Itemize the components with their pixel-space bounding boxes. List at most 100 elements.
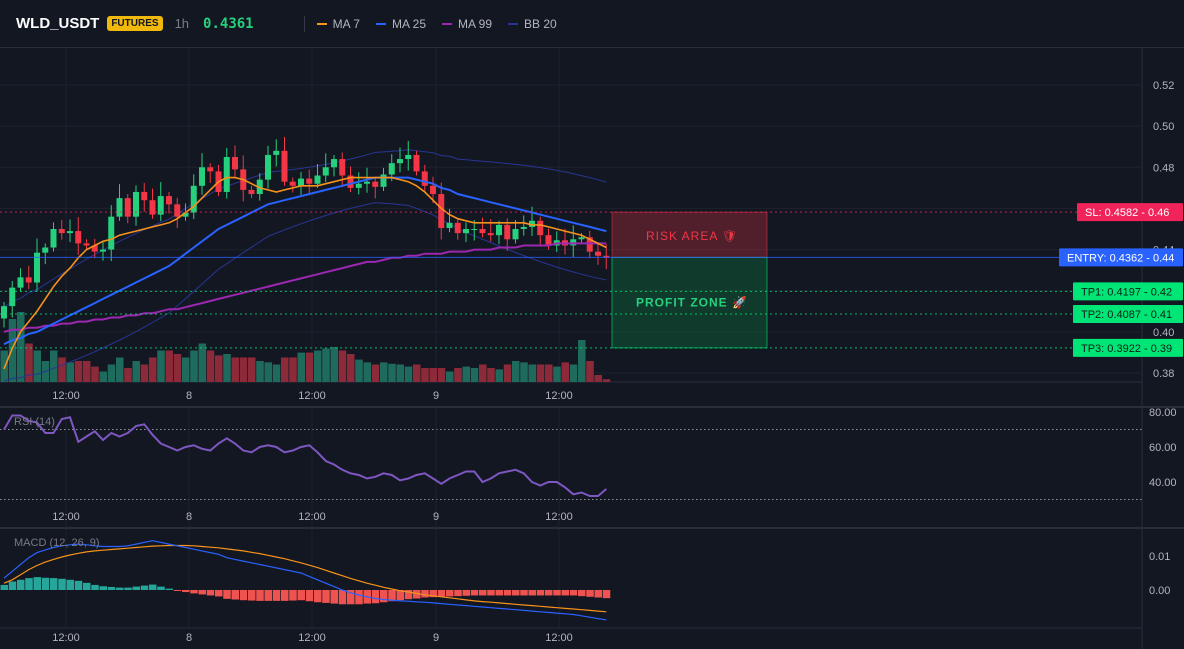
volume-bar: [149, 357, 157, 382]
candle-body: [248, 189, 255, 195]
macd-histogram-bar: [50, 578, 58, 590]
candle-body: [504, 224, 511, 240]
volume-bar: [487, 368, 495, 382]
macd-histogram-bar: [553, 590, 561, 596]
candle-body: [512, 229, 519, 240]
volume-bar: [206, 350, 215, 382]
macd-tick-label: 0.00: [1149, 585, 1170, 597]
macd-histogram-bar: [215, 590, 223, 597]
candle-body: [166, 196, 172, 205]
macd-histogram-bar: [371, 590, 380, 604]
macd-histogram-bar: [347, 590, 355, 605]
volume-bar: [380, 362, 388, 382]
candle-body: [199, 167, 205, 186]
legend-bb20[interactable]: BB 20: [508, 17, 557, 31]
rsi-tick-label: 80.00: [1149, 407, 1177, 419]
macd-histogram-bar: [173, 590, 182, 591]
rsi-time-label: 12:00: [52, 511, 80, 523]
candle-body: [190, 185, 197, 213]
candle-body: [34, 252, 40, 283]
candle-body: [281, 150, 288, 182]
volume-bar: [107, 364, 116, 382]
macd-histogram-bar: [198, 590, 206, 595]
chart-canvas[interactable]: 0.380.400.420.440.460.480.500.5212:00812…: [0, 48, 1184, 649]
macd-histogram-bar: [83, 582, 91, 590]
volume-bar: [83, 361, 91, 382]
candle-body: [133, 191, 139, 217]
macd-histogram-bar: [355, 590, 363, 605]
volume-bar: [545, 364, 553, 382]
legend-swatch-ma25: [375, 22, 386, 25]
volume-bar: [503, 364, 512, 382]
macd-time-label: 8: [186, 632, 192, 644]
volume-bar: [470, 368, 479, 382]
volume-bar: [462, 366, 470, 382]
profit-zone-label: PROFIT ZONE 🚀: [636, 296, 748, 310]
legend-ma99[interactable]: MA 99: [442, 17, 492, 31]
macd-histogram-bar: [536, 590, 545, 596]
candle-body: [25, 277, 32, 283]
macd-time-label: 12:00: [545, 632, 573, 644]
macd-tick-label: 0.01: [1149, 551, 1170, 563]
timeframe-label[interactable]: 1h: [174, 16, 190, 31]
volume-bar: [223, 354, 231, 382]
volume-bar: [388, 363, 396, 382]
candle-body: [298, 178, 304, 186]
legend-label-ma25: MA 25: [391, 16, 426, 31]
candle-body: [157, 196, 164, 215]
candle-body: [50, 229, 57, 248]
candle-body: [17, 277, 24, 288]
macd-histogram-bar: [107, 586, 116, 590]
candle-body: [141, 191, 148, 201]
volume-bar: [281, 357, 289, 382]
macd-histogram-bar: [602, 590, 611, 599]
candle-body: [380, 174, 387, 187]
macd-histogram-bar: [404, 590, 413, 600]
symbol-name[interactable]: WLD_USDT: [16, 15, 100, 32]
volume-bar: [272, 364, 281, 382]
macd-histogram-bar: [182, 590, 190, 593]
candle-body: [578, 237, 585, 240]
macd-histogram-bar: [66, 579, 74, 590]
candle-body: [545, 235, 552, 246]
rsi-time-label: 12:00: [298, 511, 326, 523]
volume-bar: [322, 348, 330, 382]
candle-body: [454, 222, 461, 234]
macd-histogram-bar: [256, 590, 264, 601]
candle-body: [67, 231, 73, 234]
volume-bar: [429, 368, 437, 382]
volume-bar: [586, 361, 594, 382]
volume-bar: [165, 350, 173, 382]
macd-histogram-bar: [116, 587, 124, 590]
main-time-label: 12:00: [52, 390, 80, 402]
macd-histogram-bar: [206, 590, 215, 596]
macd-histogram-bar: [330, 590, 338, 604]
macd-histogram-bar: [446, 590, 454, 597]
rsi-tick-label: 60.00: [1149, 442, 1177, 454]
volume-bar: [256, 361, 264, 382]
candle-body: [174, 204, 181, 217]
candle-body: [446, 222, 453, 228]
candle-body: [1, 306, 7, 319]
candle-body: [603, 255, 610, 258]
candle-body: [355, 183, 362, 188]
volume-bar: [140, 364, 149, 382]
legend-ma25[interactable]: MA 25: [375, 16, 426, 31]
volume-bar: [17, 312, 25, 382]
volume-bar: [190, 350, 198, 382]
volume-bar: [338, 350, 347, 382]
tp1-level-label-text: TP1: 0.4197 - 0.42: [1081, 286, 1172, 298]
volume-bar: [50, 350, 58, 382]
volume-bar: [437, 368, 446, 382]
volume-bar: [99, 371, 107, 382]
candle-body: [479, 229, 486, 234]
volume-bar: [66, 362, 74, 382]
volume-bar: [124, 368, 132, 382]
legend-ma7[interactable]: MA 7: [316, 17, 360, 31]
volume-bar: [157, 350, 165, 382]
volume-bar: [602, 379, 611, 382]
volume-bar: [297, 352, 305, 382]
macd-histogram-bar: [25, 578, 33, 590]
macd-signal-line: [3, 544, 607, 613]
macd-histogram-bar: [586, 590, 594, 597]
